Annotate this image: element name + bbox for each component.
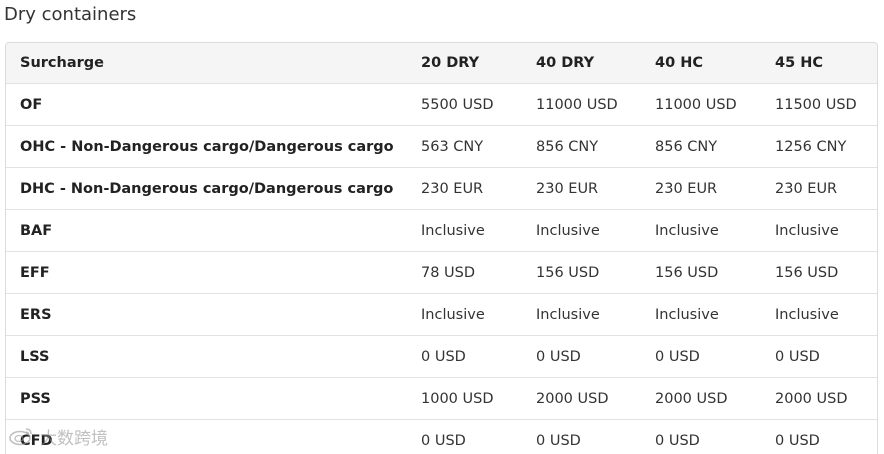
table-header-row: Surcharge 20 DRY 40 DRY 40 HC 45 HC <box>6 43 877 84</box>
surcharge-name: CFD <box>6 419 407 454</box>
table-row: EFF 78 USD 156 USD 156 USD 156 USD <box>6 251 877 294</box>
cell-40-dry: Inclusive <box>522 209 641 252</box>
surcharge-table-container: Surcharge 20 DRY 40 DRY 40 HC 45 HC OF 5… <box>5 42 878 454</box>
cell-40-hc: 856 CNY <box>641 125 761 168</box>
cell-20-dry: 5500 USD <box>407 83 522 126</box>
surcharge-name: BAF <box>6 209 407 252</box>
cell-45-hc: 0 USD <box>761 419 877 454</box>
cell-40-dry: 2000 USD <box>522 377 641 420</box>
cell-20-dry: 0 USD <box>407 335 522 378</box>
cell-40-hc: Inclusive <box>641 209 761 252</box>
cell-40-hc: 0 USD <box>641 419 761 454</box>
cell-40-dry: 856 CNY <box>522 125 641 168</box>
column-header-20-dry: 20 DRY <box>407 43 522 84</box>
table-row: LSS 0 USD 0 USD 0 USD 0 USD <box>6 335 877 378</box>
table-row: PSS 1000 USD 2000 USD 2000 USD 2000 USD <box>6 377 877 420</box>
table-row: ERS Inclusive Inclusive Inclusive Inclus… <box>6 293 877 336</box>
surcharge-name: DHC - Non-Dangerous cargo/Dangerous carg… <box>6 167 407 210</box>
cell-40-hc: 230 EUR <box>641 167 761 210</box>
cell-20-dry: 230 EUR <box>407 167 522 210</box>
table-row: OF 5500 USD 11000 USD 11000 USD 11500 US… <box>6 83 877 126</box>
cell-45-hc: Inclusive <box>761 293 877 336</box>
surcharge-name: OF <box>6 83 407 126</box>
table-header: Surcharge 20 DRY 40 DRY 40 HC 45 HC <box>6 43 877 84</box>
cell-40-dry: 0 USD <box>522 419 641 454</box>
cell-20-dry: 78 USD <box>407 251 522 294</box>
surcharge-name: ERS <box>6 293 407 336</box>
cell-45-hc: 11500 USD <box>761 83 877 126</box>
page-title: Dry containers <box>4 4 137 25</box>
cell-45-hc: Inclusive <box>761 209 877 252</box>
surcharge-name: EFF <box>6 251 407 294</box>
cell-40-hc: 2000 USD <box>641 377 761 420</box>
surcharge-name: OHC - Non-Dangerous cargo/Dangerous carg… <box>6 125 407 168</box>
cell-40-dry: Inclusive <box>522 293 641 336</box>
cell-20-dry: Inclusive <box>407 209 522 252</box>
cell-40-dry: 11000 USD <box>522 83 641 126</box>
surcharge-name: LSS <box>6 335 407 378</box>
column-header-40-hc: 40 HC <box>641 43 761 84</box>
column-header-45-hc: 45 HC <box>761 43 877 84</box>
cell-40-dry: 0 USD <box>522 335 641 378</box>
table-row: DHC - Non-Dangerous cargo/Dangerous carg… <box>6 167 877 210</box>
cell-45-hc: 156 USD <box>761 251 877 294</box>
cell-45-hc: 0 USD <box>761 335 877 378</box>
surcharge-table: Surcharge 20 DRY 40 DRY 40 HC 45 HC OF 5… <box>6 43 877 454</box>
cell-45-hc: 230 EUR <box>761 167 877 210</box>
cell-20-dry: 0 USD <box>407 419 522 454</box>
cell-40-hc: 11000 USD <box>641 83 761 126</box>
cell-20-dry: Inclusive <box>407 293 522 336</box>
cell-40-hc: 156 USD <box>641 251 761 294</box>
table-row: BAF Inclusive Inclusive Inclusive Inclus… <box>6 209 877 252</box>
table-row: CFD 0 USD 0 USD 0 USD 0 USD <box>6 419 877 454</box>
column-header-surcharge: Surcharge <box>6 43 407 84</box>
surcharge-name: PSS <box>6 377 407 420</box>
cell-40-dry: 230 EUR <box>522 167 641 210</box>
table-body: OF 5500 USD 11000 USD 11000 USD 11500 US… <box>6 83 877 454</box>
cell-45-hc: 1256 CNY <box>761 125 877 168</box>
cell-40-dry: 156 USD <box>522 251 641 294</box>
cell-20-dry: 563 CNY <box>407 125 522 168</box>
cell-45-hc: 2000 USD <box>761 377 877 420</box>
table-row: OHC - Non-Dangerous cargo/Dangerous carg… <box>6 125 877 168</box>
column-header-40-dry: 40 DRY <box>522 43 641 84</box>
cell-20-dry: 1000 USD <box>407 377 522 420</box>
cell-40-hc: 0 USD <box>641 335 761 378</box>
cell-40-hc: Inclusive <box>641 293 761 336</box>
